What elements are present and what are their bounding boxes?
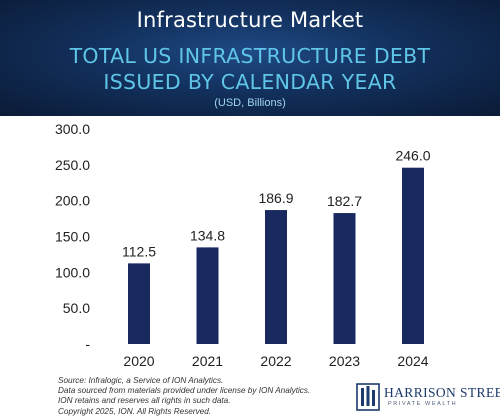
logo-tagline: PRIVATE WEALTH	[388, 401, 458, 407]
source-note: Source: Infralogic, a Service of ION Ana…	[58, 376, 358, 417]
data-label: 246.0	[395, 148, 430, 164]
x-tick-label: 2024	[397, 353, 428, 369]
y-tick-label: 200.0	[55, 193, 90, 209]
y-tick-label: 150.0	[55, 229, 90, 245]
data-label: 112.5	[122, 243, 156, 259]
bars	[128, 167, 424, 344]
x-tick-label: 2020	[123, 353, 154, 369]
chart-title-line-2: ISSUED BY CALENDAR YEAR	[103, 70, 397, 94]
bar	[333, 213, 356, 344]
bar	[196, 247, 219, 344]
x-tick-label: 2022	[260, 353, 291, 369]
chart-title-line-1: TOTAL US INFRASTRUCTURE DEBT	[69, 44, 431, 68]
data-label: 134.8	[190, 227, 225, 243]
chart-header: Infrastructure Market TOTAL US INFRASTRU…	[0, 0, 500, 116]
data-label: 182.7	[327, 193, 362, 209]
y-tick-label: 250.0	[55, 157, 90, 173]
y-tick-label: -	[85, 336, 90, 352]
copyright-line: Copyright 2025, ION. All Rights Reserved…	[58, 406, 212, 416]
y-tick-label: 300.0	[55, 121, 90, 137]
source-line: Data sourced from materials provided und…	[58, 386, 311, 396]
logo-name: HARRISON STREET	[384, 385, 500, 400]
y-tick-label: 50.0	[63, 300, 90, 316]
y-axis: 300.0 250.0 200.0 150.0 100.0 50.0 -	[55, 121, 90, 352]
value-labels: 112.5 134.8 186.9 182.7 246.0	[122, 148, 431, 260]
bar	[265, 210, 287, 344]
y-tick-label: 100.0	[55, 264, 90, 280]
x-axis: 2020 2021 2022 2023 2024	[123, 353, 428, 369]
source-line: Source: Infralogic, a Service of ION Ana…	[58, 376, 224, 385]
market-label: Infrastructure Market	[136, 8, 364, 32]
bar	[128, 263, 150, 344]
x-tick-label: 2023	[329, 353, 360, 369]
bar	[402, 167, 424, 344]
x-tick-label: 2021	[192, 353, 223, 369]
data-label: 186.9	[258, 190, 293, 206]
chart-subtitle: (USD, Billions)	[214, 97, 286, 109]
building-logo-icon	[356, 383, 380, 411]
harrison-street-logo: HARRISON STREET PRIVATE WEALTH	[356, 382, 500, 412]
bar-chart: 300.0 250.0 200.0 150.0 100.0 50.0 - 112.5 134.…	[55, 121, 431, 369]
chart-title: TOTAL US INFRASTRUCTURE DEBT ISSUED BY C…	[0, 43, 500, 95]
source-line: ION retains and reserves all rights in s…	[58, 396, 231, 406]
